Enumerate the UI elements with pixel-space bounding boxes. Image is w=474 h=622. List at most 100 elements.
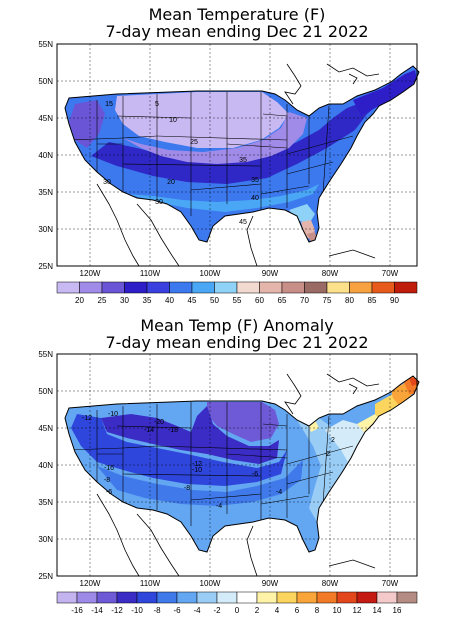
map2-lon-label: 90W bbox=[262, 579, 279, 588]
map1-lon-label: 110W bbox=[140, 269, 161, 278]
map1-gulf-coast-mexico bbox=[246, 215, 258, 267]
map1-legend-swatch bbox=[349, 281, 373, 294]
map1-baja-coast bbox=[96, 183, 140, 267]
map2-legend-label: 10 bbox=[333, 606, 342, 615]
map2-lon-label: 70W bbox=[382, 579, 399, 588]
map1-legend-label: 75 bbox=[323, 296, 332, 305]
map1-legend-swatch bbox=[281, 281, 305, 294]
map1-state-border-15 bbox=[116, 115, 192, 119]
map2-contour-label: -10 bbox=[108, 411, 118, 418]
map2-band-7 bbox=[307, 414, 387, 452]
map2-lon-label: 110W bbox=[140, 579, 161, 588]
map2-contour-label: -12 bbox=[82, 415, 92, 422]
map2-legend-label: -14 bbox=[91, 606, 103, 615]
map2-canada-coast bbox=[326, 373, 380, 387]
map2-legend-label: 4 bbox=[275, 606, 280, 615]
map2-contour-label: -18 bbox=[168, 427, 178, 434]
map1-band-2 bbox=[127, 184, 319, 212]
map1-state-border-14 bbox=[262, 113, 288, 117]
map2-legend-swatch bbox=[296, 591, 318, 604]
map2-lat-label: 35N bbox=[38, 498, 53, 507]
map2-legend-swatch bbox=[276, 591, 298, 604]
map2-coastlines bbox=[96, 373, 380, 577]
map1-legend-swatch bbox=[236, 281, 260, 294]
map2-legend-swatch bbox=[376, 591, 398, 604]
map2-title-line1: Mean Temp (F) Anomaly bbox=[140, 316, 334, 335]
map1-canada-coast bbox=[326, 63, 380, 77]
map1-contour-label: 5 bbox=[155, 101, 159, 108]
map2-legend-label: 2 bbox=[255, 606, 260, 615]
map2-legend-swatch bbox=[236, 591, 258, 604]
map2-state-borders bbox=[68, 402, 354, 526]
map2-legend-swatch bbox=[176, 591, 198, 604]
map2-legend-label: -2 bbox=[213, 606, 221, 615]
map1-us-outline bbox=[64, 65, 420, 243]
map1-legend-swatch bbox=[101, 281, 125, 294]
map1-map-border bbox=[56, 43, 418, 267]
map2-contour-label: -10 bbox=[192, 467, 202, 474]
map2-state-border-10 bbox=[190, 493, 262, 501]
map1-title-line1: Mean Temperature (F) bbox=[148, 5, 326, 24]
map1-state-border-10 bbox=[190, 183, 262, 191]
map2-legend-label: 8 bbox=[315, 606, 320, 615]
map2-contour-labels: -12-10-20-14 -18-12-10-16-8-6-8-6-4-4-22 bbox=[82, 411, 335, 510]
map1-legend-swatch bbox=[326, 281, 350, 294]
map1-legend-label: 90 bbox=[390, 296, 399, 305]
map1-lat-label: 50N bbox=[38, 77, 53, 86]
map1-lon-label: 80W bbox=[322, 269, 339, 278]
map2-legend: -16 -14 -12 -10 -8 -6 -4 -2 0 2 4 6 8 10 12 14 16 bbox=[56, 591, 418, 615]
map1-legend-swatch bbox=[191, 281, 215, 294]
map1-lat-label: 40N bbox=[38, 151, 53, 160]
map1-contour-labels: 15 5 10 25 35 20 30 35 40 30 45 bbox=[103, 101, 259, 226]
map1-lat-label: 30N bbox=[38, 225, 53, 234]
temperature-map: 15 5 10 25 35 20 30 35 40 30 45 55N 50N 45N 40N 35N 30N 2… bbox=[38, 40, 420, 305]
map2-cuba bbox=[328, 559, 376, 569]
map2-state-border-8 bbox=[156, 445, 288, 451]
map2-legend-label: 12 bbox=[353, 606, 362, 615]
map2-lat-label: 50N bbox=[38, 387, 53, 396]
map2-axis-labels: 55N 50N 45N 40N 35N 30N 25N 120W 110W 100W 90W 80W 7… bbox=[38, 350, 398, 588]
map2-contour-label: -12 bbox=[192, 461, 202, 468]
map2-legend-swatch bbox=[336, 591, 358, 604]
map2-legend-swatch bbox=[196, 591, 218, 604]
map2-legend-swatch bbox=[316, 591, 338, 604]
anomaly-map: -12-10-20-14 -18-12-10-16-8-6-8-6-4-4-225… bbox=[38, 350, 420, 615]
map2-map-border bbox=[56, 353, 418, 577]
map2-legend-label: -16 bbox=[71, 606, 83, 615]
map2-state-border-18 bbox=[286, 471, 334, 485]
map2-contour-label: -14 bbox=[144, 427, 154, 434]
map1-legend-label: 25 bbox=[98, 296, 107, 305]
map1-band-3 bbox=[289, 204, 315, 224]
map1-legend-swatch bbox=[214, 281, 238, 294]
map1-band-9 bbox=[353, 70, 417, 116]
map2-legend-label: 14 bbox=[373, 606, 382, 615]
map1-legend-swatch bbox=[146, 281, 170, 294]
map1-legend: 20 25 30 35 40 45 50 55 60 65 70 75 80 85 90 bbox=[56, 281, 418, 305]
map2-legend-label: -8 bbox=[153, 606, 161, 615]
map1-contour-label: 25 bbox=[190, 139, 198, 146]
map2-legend-label: -12 bbox=[111, 606, 123, 615]
map2-band-3 bbox=[97, 460, 303, 506]
map2-contour-label: -6 bbox=[252, 471, 258, 478]
map1-title-line2: 7-day mean ending Dec 21 2022 bbox=[105, 22, 369, 41]
map2-lat-lon-grid bbox=[57, 354, 417, 576]
map1-band-6 bbox=[69, 100, 105, 148]
map1-axis-labels: 55N 50N 45N 40N 35N 30N 25N 120W 110W 100W 90W 80W 7… bbox=[38, 40, 398, 278]
map1-state-border-18 bbox=[286, 161, 334, 175]
map2-band-4 bbox=[123, 484, 315, 524]
map1-legend-swatch bbox=[371, 281, 395, 294]
map2-lat-label: 30N bbox=[38, 535, 53, 544]
map1-state-border-19 bbox=[260, 185, 310, 195]
map1-legend-label: 30 bbox=[120, 296, 129, 305]
map2-hudson-coast bbox=[284, 373, 302, 415]
map1-legend-label: 35 bbox=[143, 296, 152, 305]
map1-contour-label: 10 bbox=[169, 117, 177, 124]
map1-legend-label: 70 bbox=[300, 296, 309, 305]
map1-hudson-coast bbox=[284, 63, 302, 105]
map1-lat-label: 25N bbox=[38, 262, 53, 271]
map1-coastlines bbox=[96, 63, 380, 267]
map2-lat-label: 40N bbox=[38, 461, 53, 470]
map2-legend-label: 0 bbox=[235, 606, 240, 615]
map2-lon-label: 120W bbox=[80, 579, 101, 588]
map1-contour-label: 40 bbox=[251, 195, 259, 202]
